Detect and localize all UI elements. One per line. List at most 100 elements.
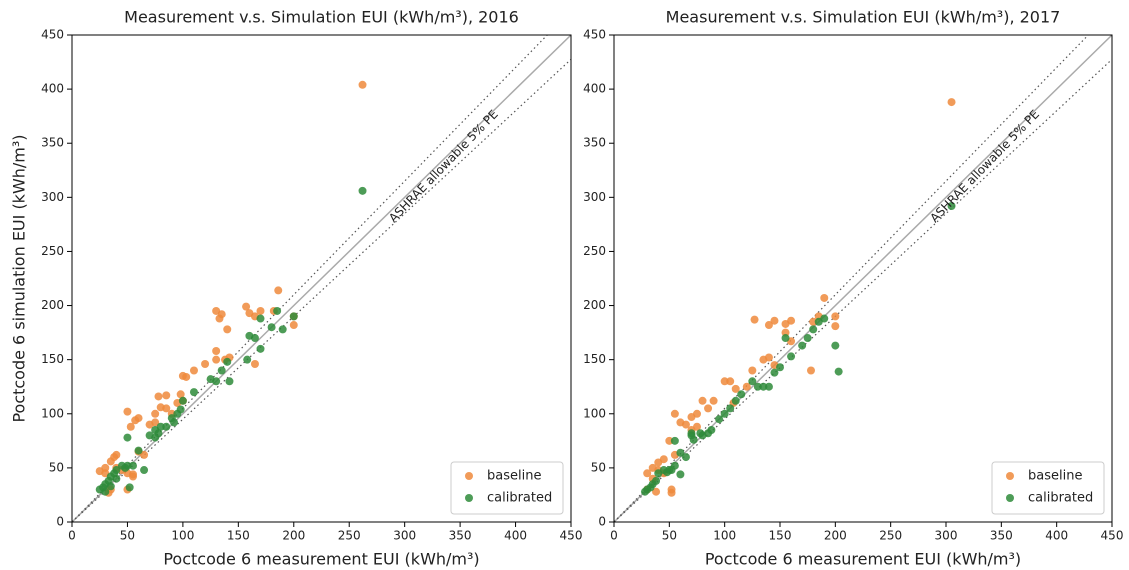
y-tick-label: 400 <box>583 82 606 96</box>
data-point <box>781 319 790 328</box>
data-point <box>643 469 652 478</box>
data-point <box>256 306 265 315</box>
data-point <box>128 461 137 470</box>
data-point <box>250 359 259 368</box>
data-point <box>687 431 696 440</box>
data-point <box>243 355 252 364</box>
data-point <box>173 409 182 418</box>
data-point <box>947 98 956 107</box>
data-point <box>640 487 649 496</box>
legend-box <box>450 461 564 515</box>
data-point <box>189 366 198 375</box>
data-point <box>759 382 768 391</box>
y-tick-label: 250 <box>583 244 606 258</box>
y-tick-label: 300 <box>41 190 64 204</box>
x-tick-label: 450 <box>560 529 583 543</box>
data-point <box>715 415 724 424</box>
data-point <box>162 391 171 400</box>
y-tick-label: 50 <box>49 460 64 474</box>
data-point <box>726 377 735 386</box>
data-point <box>676 448 685 457</box>
data-point <box>125 483 134 492</box>
data-point <box>820 293 829 302</box>
data-point <box>182 372 191 381</box>
x-tick-label: 200 <box>282 529 305 543</box>
data-point <box>764 382 773 391</box>
y-tick-label: 0 <box>598 515 606 529</box>
x-tick-label: 350 <box>990 529 1013 543</box>
data-point <box>831 312 840 321</box>
data-point <box>654 469 663 478</box>
reference-line <box>72 35 571 522</box>
x-tick-label: 300 <box>935 529 958 543</box>
data-point <box>162 422 171 431</box>
data-point <box>162 404 171 413</box>
x-tick-label: 400 <box>1045 529 1068 543</box>
data-point <box>212 347 221 356</box>
y-tick-label: 100 <box>583 406 606 420</box>
data-point <box>134 446 143 455</box>
y-tick-label: 150 <box>583 352 606 366</box>
y-tick-label: 0 <box>56 515 64 529</box>
data-point <box>151 426 160 435</box>
data-point <box>215 314 224 323</box>
legend-label: calibrated <box>487 491 552 506</box>
x-tick-label: 100 <box>171 529 194 543</box>
y-tick-label: 400 <box>41 82 64 96</box>
data-point <box>665 436 674 445</box>
data-point <box>809 325 818 334</box>
reference-line <box>72 58 571 522</box>
x-tick-label: 0 <box>610 529 618 543</box>
data-point <box>223 357 232 366</box>
data-point <box>223 325 232 334</box>
x-tick-label: 150 <box>769 529 792 543</box>
data-point <box>140 450 149 459</box>
data-point <box>787 352 796 361</box>
x-tick-label: 100 <box>713 529 736 543</box>
data-point <box>206 375 215 384</box>
data-point <box>106 482 115 491</box>
data-point <box>750 315 759 324</box>
data-point <box>776 363 784 372</box>
data-point <box>698 396 707 405</box>
data-point <box>764 353 773 362</box>
data-point <box>217 366 226 375</box>
x-axis-label: Poctcode 6 measurement EUI (kWh/m³) <box>163 550 479 569</box>
x-tick-label: 300 <box>393 529 416 543</box>
legend-label: baseline <box>1028 469 1082 484</box>
data-point <box>681 453 690 462</box>
x-tick-label: 400 <box>504 529 527 543</box>
data-point <box>742 382 751 391</box>
data-point <box>212 355 221 364</box>
data-point <box>770 316 779 325</box>
x-tick-label: 0 <box>68 529 76 543</box>
data-point <box>256 344 265 353</box>
plot-area <box>72 35 571 522</box>
data-point <box>798 341 807 350</box>
x-tick-label: 450 <box>1101 529 1124 543</box>
data-point <box>831 341 840 350</box>
y-tick-label: 150 <box>41 352 64 366</box>
legend-marker <box>465 472 473 480</box>
x-tick-label: 150 <box>227 529 250 543</box>
legend-box <box>991 461 1105 515</box>
data-point <box>720 377 729 386</box>
data-point <box>126 422 135 431</box>
data-point <box>831 322 840 331</box>
data-point <box>358 186 367 195</box>
data-point <box>128 472 137 481</box>
data-point <box>770 368 779 377</box>
data-point <box>781 334 790 343</box>
reference-line <box>614 35 1112 522</box>
plot-frame <box>71 34 572 523</box>
data-point <box>250 334 259 343</box>
data-point <box>806 366 815 375</box>
data-point <box>242 302 251 311</box>
data-point <box>117 461 126 470</box>
y-axis-label: Poctcode 6 simulation EUI (kWh/m³) <box>10 134 29 422</box>
data-point <box>140 466 149 475</box>
chart-title: Measurement v.s. Simulation EUI (kWh/m³)… <box>666 8 1061 27</box>
data-point <box>947 201 956 210</box>
data-point <box>764 321 773 330</box>
